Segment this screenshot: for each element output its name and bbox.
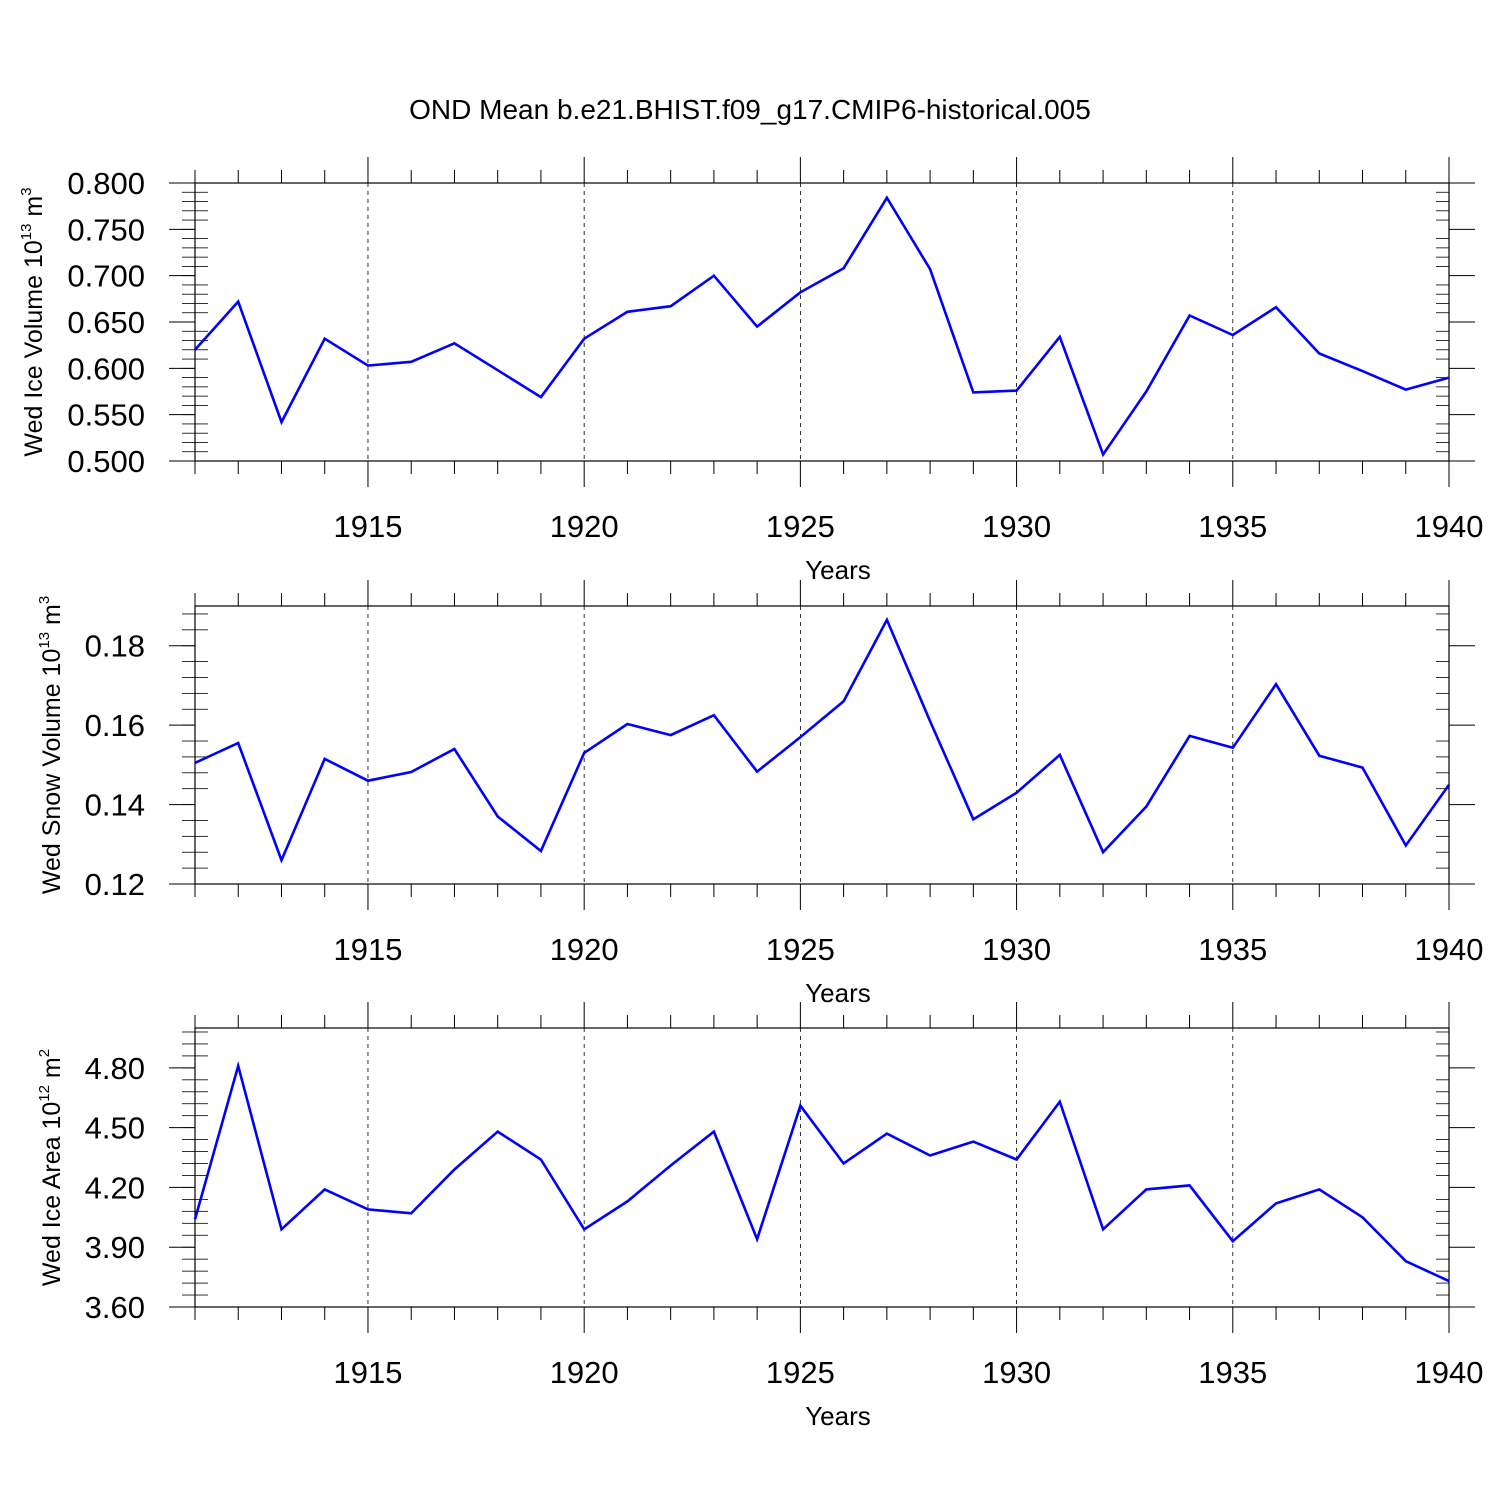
y-tick-label: 0.800 [67,166,145,201]
y-tick-label: 0.700 [67,259,145,294]
x-tick-label: 1930 [982,509,1051,544]
chart-panel-3: 3.60 3.90 4.20 4.50 4.80 1915 1920 1925 1930 1935… [36,1002,1483,1431]
x-tick-label: 1940 [1415,932,1484,967]
y-tick-label: 4.80 [85,1051,145,1086]
x-axis-title: Years [805,555,871,585]
figure-title: OND Mean b.e21.BHIST.f09_g17.CMIP6-histo… [409,94,1091,125]
panels: 0.500 0.550 0.600 0.650 0.700 0.750 0.800 1915 1… [18,157,1483,1431]
x-tick-label: 1930 [982,932,1051,967]
y-tick-label: 0.750 [67,212,145,247]
x-tick-label: 1940 [1415,1355,1484,1390]
x-tick-label: 1920 [550,509,619,544]
y-tick-label: 0.14 [85,788,145,823]
series-line [194,195,1450,458]
y-tick-label: 3.60 [85,1290,145,1325]
y-tick-label: 0.550 [67,398,145,433]
x-tick-label: 1915 [333,1355,402,1390]
y-axis-title: Wed Ice Volume 1013 m3 [18,187,48,456]
x-tick-label: 1930 [982,1355,1051,1390]
y-axis-title: Wed Snow Volume 1013 m3 [36,596,66,894]
x-tick-label: 1925 [766,932,835,967]
y-tick-label: 3.90 [85,1230,145,1265]
y-tick-label: 0.500 [67,444,145,479]
y-tick-label: 0.650 [67,305,145,340]
series-line [194,616,1451,864]
x-tick-label: 1935 [1198,509,1267,544]
x-tick-label: 1920 [550,1355,619,1390]
y-tick-label: 0.600 [67,351,145,386]
y-tick-label: 4.50 [85,1111,145,1146]
chart-panel-2: 0.12 0.14 0.16 0.18 1915 1920 1925 1930 1935 1940… [36,580,1483,1008]
plot-frame [194,182,1450,462]
series-line [193,1060,1450,1283]
x-tick-label: 1940 [1415,509,1484,544]
plot-frame [194,605,1450,885]
y-tick-label: 0.16 [85,708,145,743]
x-tick-label: 1925 [766,1355,835,1390]
x-tick-label: 1925 [766,509,835,544]
plot-frame [194,1027,1450,1308]
x-tick-label: 1915 [333,509,402,544]
x-axis-title: Years [805,978,871,1008]
x-tick-label: 1915 [333,932,402,967]
y-tick-label: 0.12 [85,867,145,902]
x-tick-label: 1920 [550,932,619,967]
x-tick-label: 1935 [1198,1355,1267,1390]
y-axis-title: Wed Ice Area 1012 m2 [36,1049,66,1286]
x-tick-label: 1935 [1198,932,1267,967]
y-tick-label: 0.18 [85,629,145,664]
chart-panel-1: 0.500 0.550 0.600 0.650 0.700 0.750 0.800 1915 1… [18,157,1483,585]
y-tick-label: 4.20 [85,1170,145,1205]
x-axis-title: Years [805,1401,871,1431]
